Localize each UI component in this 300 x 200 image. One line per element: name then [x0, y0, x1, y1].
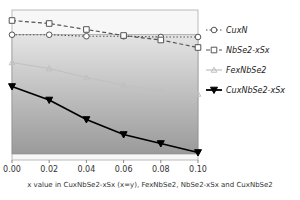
chart: 0.00 0.02 0.04 0.06 0.08 0.10 x value in CuxNb… — [0, 0, 300, 200]
series-line — [12, 63, 198, 95]
legend-entry: FexNbSe2 — [226, 66, 266, 75]
legend-entry: CuxN — [226, 26, 247, 35]
x-tick-label: 0.08 — [152, 165, 170, 174]
x-tick — [12, 160, 13, 163]
data-point — [83, 117, 90, 123]
data-point — [9, 32, 15, 38]
legend-marker — [211, 87, 218, 93]
data-point — [195, 45, 201, 51]
data-point — [9, 60, 15, 65]
data-point — [84, 33, 90, 39]
data-point — [46, 97, 53, 103]
x-tick — [49, 160, 50, 163]
data-point — [46, 32, 52, 38]
x-tick — [160, 160, 161, 163]
x-tick — [198, 160, 199, 163]
x-tick — [123, 160, 124, 163]
x-tick-label: 0.06 — [115, 165, 133, 174]
data-point — [84, 27, 90, 33]
data-point — [9, 84, 16, 90]
x-tick-label: 0.00 — [3, 165, 21, 174]
data-point — [195, 150, 202, 156]
data-point — [158, 37, 164, 43]
legend-line — [206, 69, 222, 70]
series-line — [12, 21, 198, 48]
series-line — [12, 87, 198, 153]
series-line — [12, 35, 198, 37]
data-point — [121, 82, 127, 87]
data-point — [84, 75, 90, 80]
data-point — [121, 33, 127, 39]
data-point — [157, 141, 164, 147]
data-point — [46, 21, 52, 27]
data-point — [9, 18, 15, 24]
legend: CuxN NbSe2-xSx FexNbSe2 CuxNbSe2-xSx — [206, 26, 285, 95]
legend-marker — [211, 67, 217, 72]
data-point — [121, 33, 127, 39]
data-point — [120, 132, 127, 138]
legend-marker — [211, 27, 217, 33]
x-axis-label: x value in CuxNbSe2-xSx (x=y), FexNbSe2,… — [27, 181, 273, 189]
plot-area — [9, 18, 202, 156]
legend-entry: NbSe2-xSx — [226, 46, 270, 55]
legend-marker — [211, 47, 217, 53]
x-tick — [86, 160, 87, 163]
data-point — [46, 66, 52, 71]
data-point — [195, 34, 201, 40]
plot-frame — [12, 10, 198, 160]
legend-entry: CuxNbSe2-xSx — [226, 86, 285, 95]
x-tick-label: 0.10 — [189, 165, 207, 174]
x-tick-label: 0.02 — [40, 165, 58, 174]
data-point — [195, 91, 201, 96]
data-point — [158, 88, 164, 93]
shaded-band — [12, 35, 198, 154]
x-tick-label: 0.04 — [77, 165, 95, 174]
